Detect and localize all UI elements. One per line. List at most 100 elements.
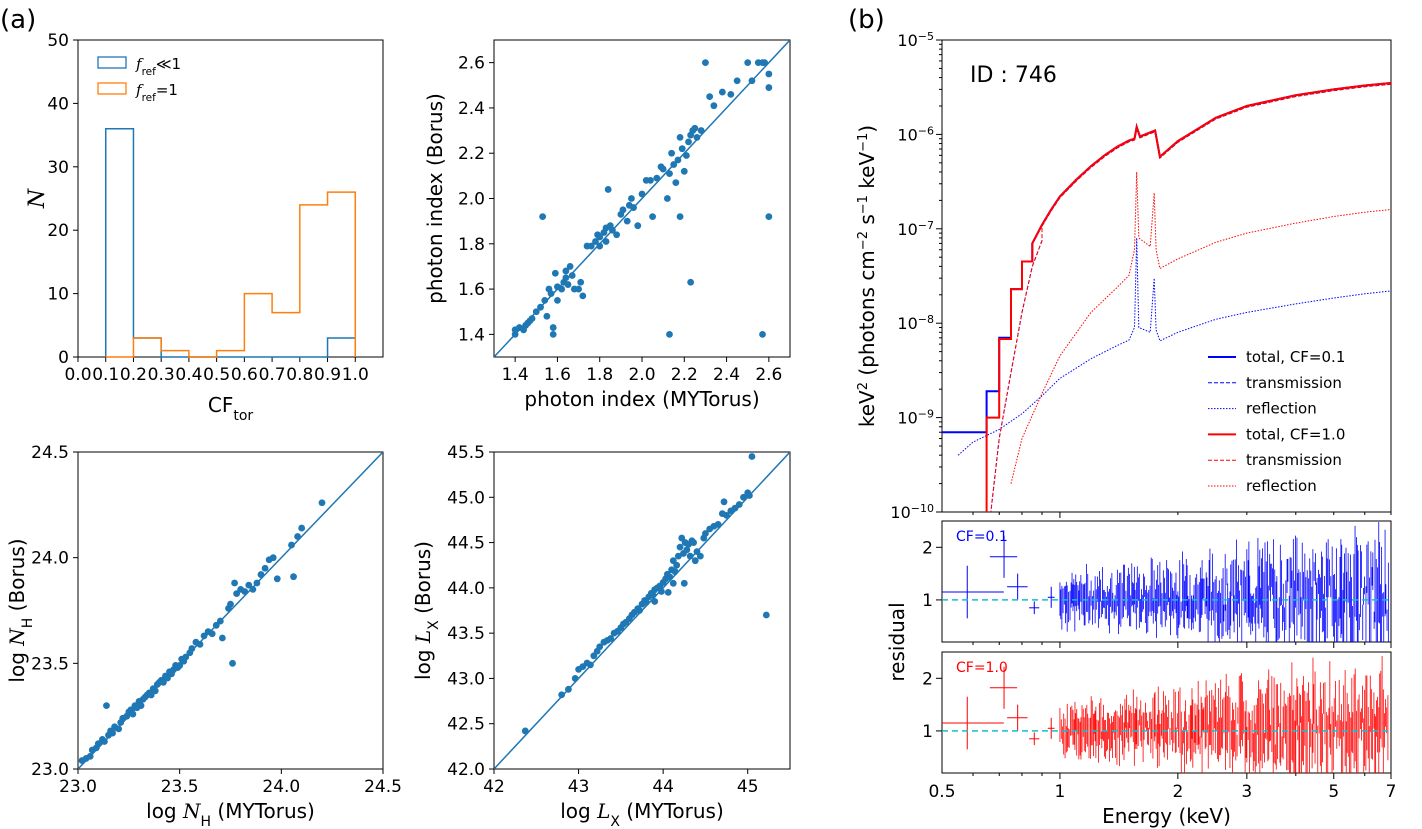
data-point: [718, 88, 726, 96]
data-point: [218, 634, 226, 642]
data-point: [759, 330, 766, 338]
y-tick-label: 2.0: [458, 190, 485, 210]
data-point: [290, 573, 297, 581]
x-tick-label: 0.1: [92, 365, 119, 385]
data-point: [137, 702, 145, 709]
y-tick-label: 2: [922, 538, 933, 558]
data-point: [241, 588, 249, 595]
data-point: [566, 263, 574, 270]
data-point: [623, 217, 631, 225]
y-axis-label-part: H: [20, 618, 36, 629]
total-cf10-line: [985, 82, 1391, 512]
y-tick-label: 10−6: [897, 124, 934, 145]
ylabel-part: (photons cm: [855, 250, 879, 382]
data-point: [671, 568, 679, 575]
y-tick-label: 24.0: [31, 549, 69, 569]
data-point: [609, 226, 616, 234]
data-point: [216, 617, 224, 625]
data-point: [521, 727, 529, 735]
data-point: [649, 213, 656, 221]
legend-label-0: fref≪1: [135, 55, 181, 78]
tick-exp: −10: [911, 502, 934, 515]
data-point: [604, 186, 612, 193]
data-point: [765, 84, 773, 91]
data-point: [298, 524, 306, 532]
x-tick-label: 0.6: [231, 365, 258, 385]
y-tick-label: 10−5: [897, 30, 934, 51]
x-tick-label: 23.5: [161, 777, 199, 797]
x-axis-label-part: log: [560, 799, 597, 823]
data-point: [109, 729, 116, 737]
data-point: [691, 124, 699, 132]
x-tick-label: 0.2: [120, 365, 147, 385]
data-point: [613, 231, 621, 239]
data-point: [129, 710, 137, 718]
data-point: [549, 324, 557, 331]
y-tick-label: 1.8: [458, 235, 485, 255]
axes-frame: [77, 451, 384, 770]
data-point: [587, 661, 594, 669]
data-point: [571, 675, 579, 682]
tick-base: 10: [897, 31, 917, 50]
data-point: [229, 659, 236, 667]
y-tick-label: 10−9: [897, 407, 934, 428]
legend-label-0: total, CF=0.1: [1246, 348, 1345, 366]
tick-exp: −9: [918, 407, 934, 420]
data-point: [231, 579, 238, 587]
y-tick-label: 1: [922, 722, 933, 742]
data-point: [575, 285, 582, 293]
data-point: [160, 678, 167, 686]
legend-swatch-0: [97, 56, 127, 69]
data-point: [261, 564, 269, 572]
x-tick-label: 1: [1055, 782, 1066, 802]
x-tick-label: 44: [652, 777, 674, 797]
y-tick-label: 0: [58, 348, 69, 368]
x-tick-label: 1.6: [544, 365, 571, 385]
data-point: [676, 213, 684, 221]
x-tick-label: 0.5: [203, 365, 230, 385]
x-tick-label: 0.8: [286, 365, 313, 385]
data-point: [723, 512, 730, 519]
ylabel-part: −2: [856, 231, 871, 250]
data-point: [532, 308, 540, 316]
x-axis-label: CFtor: [208, 393, 254, 424]
data-point: [253, 579, 261, 587]
x-axis-label: log NH (MYTorus): [146, 799, 315, 829]
data-point: [568, 272, 576, 279]
data-point: [687, 278, 695, 286]
y-tick-label: 42.0: [447, 760, 485, 780]
ylabel-part: keV: [855, 152, 879, 196]
hist-series-0: [104, 128, 357, 358]
data-point: [596, 643, 604, 651]
data-point: [196, 640, 204, 648]
x-tick-label: 1.0: [342, 365, 369, 385]
data-point: [249, 585, 257, 593]
ylabel-part: s: [855, 214, 879, 231]
y-tick-label: 44.0: [447, 579, 485, 599]
legend-label-0-part: ref: [142, 66, 157, 78]
data-point: [579, 292, 587, 300]
data-point: [539, 213, 547, 221]
data-point: [697, 127, 705, 134]
x-axis-label: Energy (keV): [1102, 804, 1231, 828]
data-point: [562, 274, 570, 282]
spectrum-id-annotation: ID : 746: [970, 63, 1057, 88]
x-tick-label: 2.4: [713, 365, 740, 385]
data-point: [94, 740, 102, 748]
y-axis-label-part: L: [411, 630, 435, 644]
data-point: [664, 588, 672, 596]
data-point: [636, 607, 643, 614]
y-axis-label-part: N: [5, 627, 29, 647]
x-tick-label: 2.6: [755, 365, 782, 385]
x-tick-label: 24.0: [262, 777, 300, 797]
data-point: [683, 152, 690, 159]
data-point: [318, 499, 326, 507]
tick-base: 10: [897, 125, 917, 144]
data-point: [690, 539, 697, 546]
data-point: [706, 93, 714, 101]
y-tick-label: 42.5: [447, 715, 485, 735]
ylabel-part: 2: [856, 382, 871, 390]
data-point: [592, 238, 599, 245]
data-point: [200, 632, 208, 640]
